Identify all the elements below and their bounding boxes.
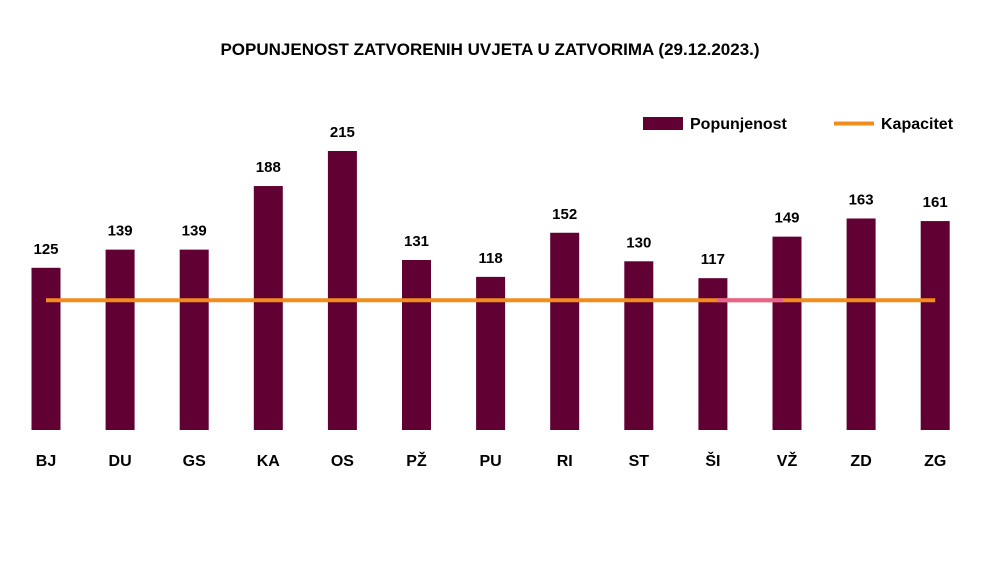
x-tick-label-4: KA xyxy=(257,453,281,470)
bar-2 xyxy=(105,249,135,430)
plot-area: 125 BJ 139 DU 139 GS 188 KA 215 OS 131 PŽ 118 PU 152 RI… xyxy=(31,124,950,470)
bar-13 xyxy=(920,221,950,430)
legend-swatch-popunjenost xyxy=(643,117,683,130)
bar-3 xyxy=(179,249,209,430)
data-label-7: 118 xyxy=(478,250,502,267)
data-label-3: 139 xyxy=(182,223,207,240)
data-label-6: 131 xyxy=(404,233,429,250)
data-label-8: 152 xyxy=(552,206,577,223)
bar-11 xyxy=(772,236,802,430)
legend-label-popunjenost: Popunjenost xyxy=(690,116,788,133)
data-label-4: 188 xyxy=(256,159,281,176)
bar-1 xyxy=(31,267,61,430)
bar-5 xyxy=(327,151,357,430)
x-tick-label-8: RI xyxy=(557,453,573,470)
x-tick-label-3: GS xyxy=(183,453,206,470)
legend-label-kapacitet: Kapacitet xyxy=(881,116,954,133)
x-tick-label-9: ST xyxy=(629,453,650,470)
data-label-9: 130 xyxy=(626,234,651,251)
x-tick-label-5: OS xyxy=(331,453,354,470)
data-label-2: 139 xyxy=(108,223,133,240)
x-tick-label-13: ZG xyxy=(924,453,946,470)
bar-7 xyxy=(476,276,506,430)
x-tick-label-11: VŽ xyxy=(777,451,798,470)
bar-10 xyxy=(698,278,728,430)
data-label-10: 117 xyxy=(701,251,725,268)
x-tick-label-10: ŠI xyxy=(705,451,720,470)
chart-title: POPUNJENOST ZATVORENIH UVJETA U ZATVORIM… xyxy=(220,40,759,59)
bar-12 xyxy=(846,218,876,430)
bar-4 xyxy=(253,186,283,430)
x-tick-label-6: PŽ xyxy=(406,451,427,470)
bar-8 xyxy=(550,232,580,430)
x-tick-label-1: BJ xyxy=(36,453,56,470)
x-tick-label-2: DU xyxy=(109,453,132,470)
data-label-13: 161 xyxy=(923,194,948,211)
bar-9 xyxy=(624,261,654,430)
data-label-1: 125 xyxy=(33,241,58,258)
x-tick-label-12: ZD xyxy=(850,453,871,470)
legend: Popunjenost Kapacitet xyxy=(643,116,954,133)
data-label-12: 163 xyxy=(849,191,874,208)
x-tick-label-7: PU xyxy=(479,453,501,470)
bar-6 xyxy=(402,260,431,430)
data-label-11: 149 xyxy=(774,210,799,227)
data-label-5: 215 xyxy=(330,124,355,141)
